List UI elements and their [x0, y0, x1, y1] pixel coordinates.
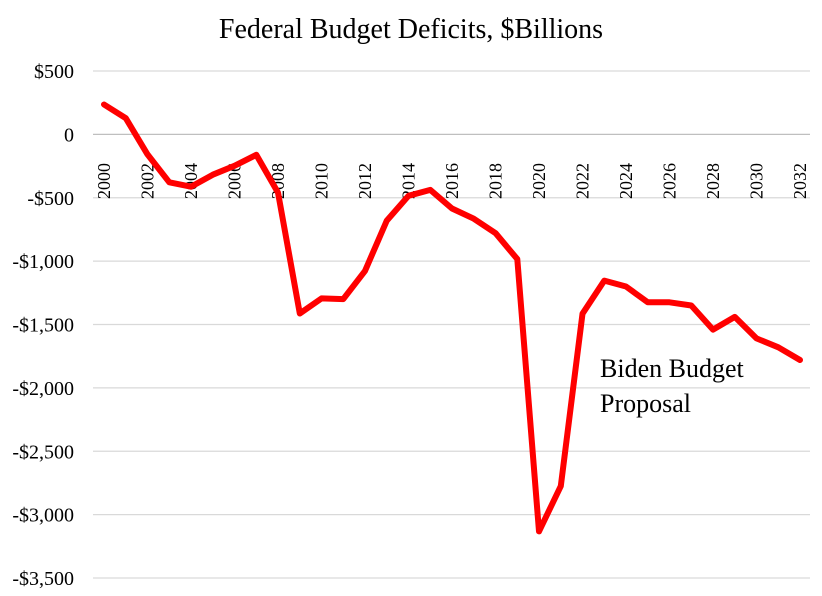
y-tick-label: $500: [34, 61, 74, 83]
x-tick-label: 2028: [703, 163, 723, 199]
y-tick-label: -$1,500: [12, 315, 74, 337]
x-tick-label: 2012: [355, 163, 375, 199]
x-tick-label: 2032: [790, 163, 810, 199]
x-tick-label: 2000: [94, 163, 114, 199]
x-tick-label: 2016: [442, 163, 462, 199]
y-tick-label: -$500: [27, 188, 74, 210]
y-tick-label: -$2,000: [12, 378, 74, 400]
gridlines: [93, 70, 810, 579]
x-tick-label: 2026: [660, 163, 680, 199]
x-axis-tick-labels: 2000 2002 2004 2006 2008 2010 2012 2014 2016 2018…: [94, 163, 810, 199]
y-axis-tick-labels: $500 0 -$500 -$1,000 -$1,500 -$2,000 -$2,500 -$…: [12, 61, 74, 590]
x-tick-label: 2006: [225, 163, 245, 199]
y-tick-label: -$3,000: [12, 505, 74, 527]
y-tick-label: -$2,500: [12, 441, 74, 463]
x-tick-label: 2022: [573, 163, 593, 199]
x-tick-label: 2004: [181, 163, 201, 199]
x-tick-label: 2010: [312, 163, 332, 199]
y-tick-label: -$1,000: [12, 251, 74, 273]
y-tick-label: -$3,500: [12, 568, 74, 590]
y-tick-label: 0: [64, 124, 74, 146]
x-tick-label: 2014: [399, 163, 419, 199]
x-tick-label: 2030: [747, 163, 767, 199]
chart-title: Federal Budget Deficits, $Billions: [219, 14, 603, 45]
annotation-line-1: Biden Budget: [600, 354, 744, 383]
series-layer: [101, 101, 803, 535]
x-tick-label: 2008: [268, 163, 288, 199]
x-tick-label: 2002: [138, 163, 158, 199]
series-line: [101, 101, 803, 535]
x-tick-label: 2024: [616, 163, 636, 199]
x-tick-label: 2020: [529, 163, 549, 199]
x-tick-label: 2018: [486, 163, 506, 199]
annotation-line-2: Proposal: [600, 389, 691, 418]
